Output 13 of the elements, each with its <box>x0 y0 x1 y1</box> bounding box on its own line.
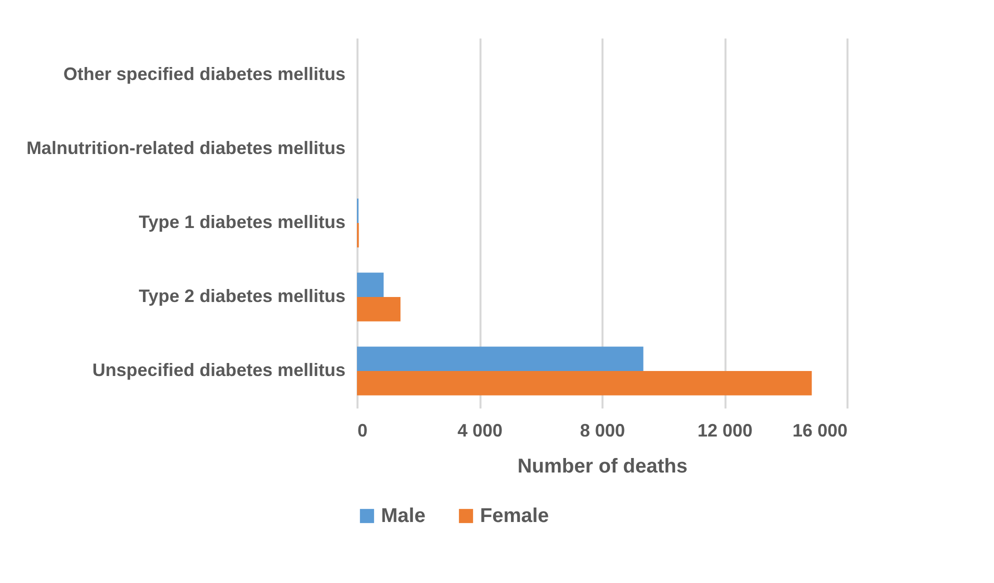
y-tick-label: Type 2 diabetes mellitus <box>138 286 346 306</box>
x-tick-label: 16 000 <box>792 420 848 440</box>
legend-label: Male <box>381 505 426 527</box>
x-tick-label: 4 000 <box>457 420 503 440</box>
y-tick-label: Unspecified diabetes mellitus <box>92 360 346 380</box>
x-tick-label: 8 000 <box>580 420 626 440</box>
y-tick-label: Type 1 diabetes mellitus <box>138 212 346 232</box>
x-axis-title: Number of deaths <box>517 456 688 478</box>
x-tick-label: 12 000 <box>697 420 753 440</box>
legend-label: Female <box>480 505 549 527</box>
y-tick-label: Other specified diabetes mellitus <box>63 64 346 84</box>
x-tick-label: 0 <box>358 420 368 440</box>
y-tick-label: Malnutrition-related diabetes mellitus <box>26 138 346 158</box>
